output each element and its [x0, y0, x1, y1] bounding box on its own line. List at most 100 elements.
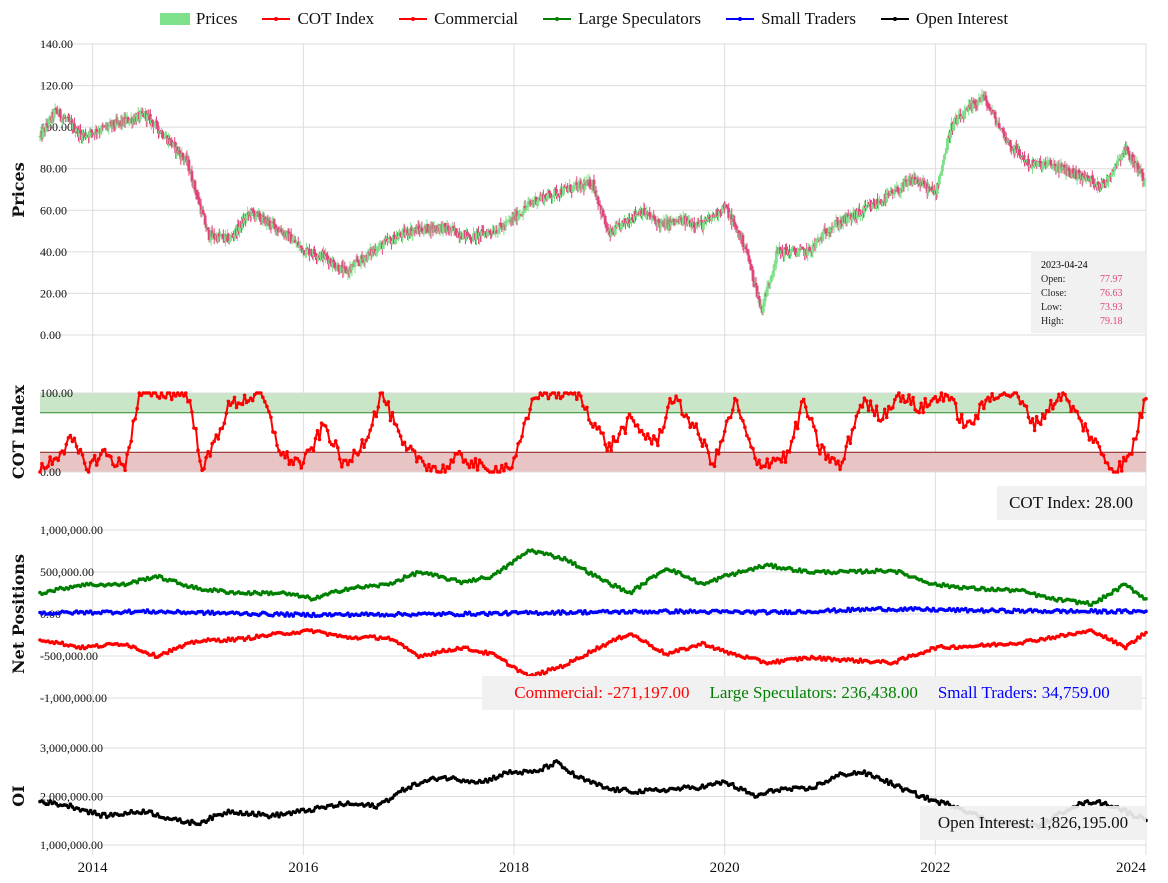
cot-index-line-point [953, 401, 958, 406]
cot-index-line-point [678, 398, 682, 403]
candle-body [836, 220, 840, 228]
candle-body [773, 263, 777, 265]
candle-body [897, 191, 901, 194]
cot-index-line-point [1117, 459, 1122, 464]
candle-body [399, 232, 402, 236]
cot-index-line-point [933, 394, 938, 399]
series-line-small-traders-point [206, 609, 210, 614]
cot-index-line-point [753, 456, 757, 461]
cot-index-line-point [333, 439, 338, 443]
y-axis-title: Prices [9, 162, 28, 217]
candle-body [652, 215, 656, 218]
cot-index-line-point [214, 433, 218, 437]
cot-index-line-point [117, 456, 121, 460]
candle-body [648, 212, 652, 217]
candle-body [516, 215, 520, 221]
series-line-commercial-point [240, 636, 245, 640]
cot-index-line-point [627, 412, 632, 417]
candle-body [903, 180, 907, 188]
candle-body [575, 182, 579, 185]
y-tick-label: 120.00 [40, 79, 73, 93]
candle-body [871, 202, 874, 209]
open-interest-line-point [336, 804, 340, 808]
candle-body [170, 139, 174, 146]
candle-body [492, 230, 496, 235]
candle-body [124, 118, 128, 124]
cot-index-line-point [793, 420, 798, 425]
candle-body [1090, 176, 1094, 180]
series-line-small-traders-point [485, 613, 490, 617]
cot-index-line-point [556, 391, 561, 395]
series-line-commercial-point [1144, 630, 1148, 635]
cot-index-line-point [72, 436, 77, 441]
candle-body [1084, 175, 1088, 178]
x-tick-label: 2016 [288, 860, 319, 876]
cot-index-line-point [757, 458, 761, 463]
series-line-small-traders-point [210, 609, 214, 614]
cot-index-line-point [1140, 415, 1144, 420]
open-interest-line-point [301, 807, 306, 812]
candle-body [617, 223, 621, 226]
cot-index-line-point [905, 399, 909, 404]
candle-body [967, 104, 971, 111]
legend-item-commercial[interactable]: Commercial [398, 9, 518, 29]
candle-body [377, 246, 381, 248]
cot-index-line-point [48, 455, 52, 459]
series-line-small-traders-point [844, 609, 848, 614]
cot-index-line-point [443, 470, 447, 474]
candle-body [997, 123, 1001, 128]
candle-body [583, 182, 587, 190]
series-line-commercial-point [165, 651, 170, 656]
candle-body [1049, 160, 1053, 166]
series-line-commercial-point [566, 662, 571, 667]
candle-body [366, 251, 370, 261]
legend-item-small-traders[interactable]: Small Traders [725, 9, 856, 29]
candle-body [1019, 155, 1022, 158]
candle-body [846, 213, 850, 218]
open-interest-line-point [937, 802, 942, 807]
cot-index-line-point [86, 470, 91, 474]
open-interest-line-point [257, 810, 261, 815]
candle-body [427, 232, 431, 234]
cot-index-line-point [976, 416, 980, 421]
candle-body [758, 299, 762, 308]
y-axis-title: Net Positions [9, 554, 28, 674]
series-line-large-speculators-point [789, 566, 794, 571]
open-interest-line-point [226, 808, 231, 813]
series-line-small-traders-point [783, 608, 788, 613]
legend-item-large-speculators[interactable]: Large Speculators [542, 9, 701, 29]
cot-index-line-point [1030, 417, 1035, 421]
candle-body [426, 223, 430, 233]
cot-index-line-point [1097, 445, 1102, 449]
series-line-large-speculators-point [621, 587, 626, 591]
candle-body [273, 223, 277, 225]
series-line-large-speculators-point [518, 555, 522, 560]
series-line-commercial-point [1134, 638, 1138, 643]
candle-body [75, 131, 78, 133]
candle-body [350, 266, 354, 271]
candle-body [716, 209, 719, 217]
legend-item-cot-index[interactable]: COT Index [261, 9, 374, 29]
candle-body [484, 232, 488, 234]
legend-item-open-interest[interactable]: Open Interest [880, 9, 1008, 29]
candle-body [90, 129, 94, 133]
cot-index-line-point [1091, 440, 1096, 445]
legend-item-prices[interactable]: Prices [159, 9, 237, 29]
candle-body [1028, 165, 1031, 167]
cot-index-line-point [208, 454, 212, 458]
series-line-small-traders-point [1113, 611, 1118, 615]
cot-index-line-point [394, 423, 399, 427]
candle-body [822, 229, 826, 233]
cot-index-line-point [1123, 458, 1128, 463]
candle-body [873, 202, 876, 206]
candle-body [504, 221, 508, 227]
series-line-commercial-point [372, 634, 377, 638]
candle-body [774, 250, 778, 264]
cot-index-line-point [230, 400, 235, 405]
series-line-commercial-point [905, 656, 909, 661]
cot-index-line-point [1014, 391, 1019, 395]
candle-body [569, 184, 573, 192]
cot-index-line-point [982, 406, 986, 411]
candle-body [692, 222, 696, 228]
